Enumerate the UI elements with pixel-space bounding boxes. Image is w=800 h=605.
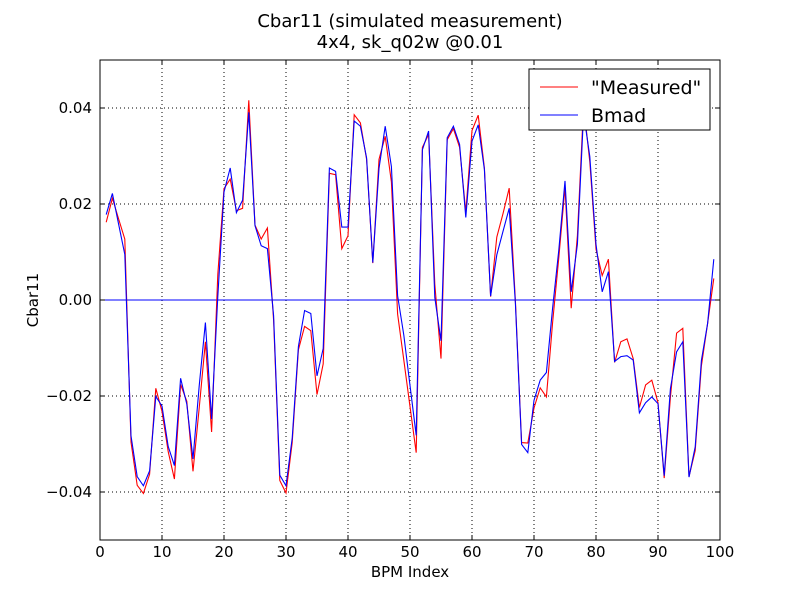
x-tick-label: 100 — [706, 543, 735, 561]
legend: "Measured" Bmad — [528, 68, 711, 131]
x-tick-label: 10 — [152, 543, 171, 561]
x-tick-label: 90 — [648, 543, 667, 561]
x-tick-label: 40 — [338, 543, 357, 561]
y-tick-label: 0.04 — [59, 99, 92, 117]
x-tick-label: 30 — [276, 543, 295, 561]
y-tick-label: −0.02 — [46, 387, 92, 405]
chart-subtitle: 4x4, sk_q02w @0.01 — [317, 32, 504, 53]
ticks: 0 10 20 30 40 50 60 70 80 90 100 −0.04 −0.02 0.00 0.02… — [46, 60, 734, 561]
legend-label: Bmad — [591, 105, 646, 127]
x-tick-label: 60 — [462, 543, 481, 561]
x-axis-label: BPM Index — [371, 563, 449, 581]
legend-label: "Measured" — [591, 77, 701, 99]
x-tick-label: 70 — [524, 543, 543, 561]
y-tick-label: −0.04 — [46, 483, 92, 501]
series-layer — [105, 100, 715, 495]
x-tick-label: 50 — [400, 543, 419, 561]
x-tick-label: 0 — [95, 543, 105, 561]
y-tick-label: 0.02 — [59, 195, 92, 213]
chart-title: Cbar11 (simulated measurement) — [257, 11, 562, 32]
series-line-bmad — [105, 112, 715, 488]
legend-box — [528, 68, 711, 131]
x-tick-label: 20 — [214, 543, 233, 561]
y-axis-label: Cbar11 — [24, 273, 42, 327]
y-tick-label: 0.00 — [59, 291, 92, 309]
x-tick-label: 80 — [586, 543, 605, 561]
